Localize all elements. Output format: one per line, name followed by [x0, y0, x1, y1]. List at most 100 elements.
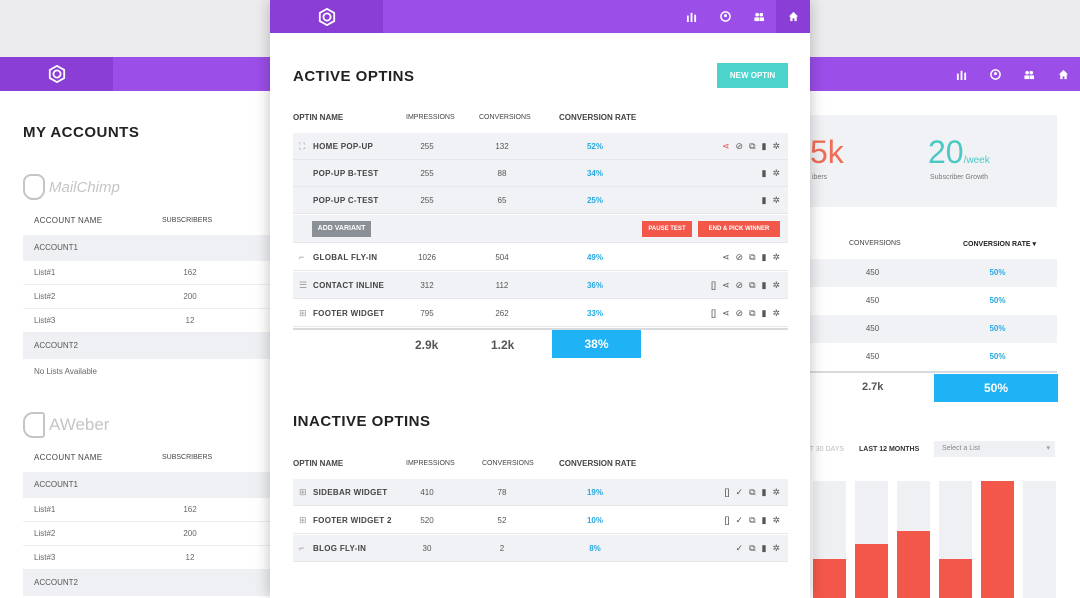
stat-growth-value: 20/week — [928, 134, 990, 170]
gear-icon[interactable]: ✲ — [772, 543, 780, 553]
split-test-icon[interactable]: ⋖ — [721, 308, 730, 318]
account-row[interactable]: ACCOUNT2 — [23, 570, 270, 596]
account-icon — [989, 68, 1001, 80]
duplicate-icon[interactable]: ⧉ — [749, 280, 756, 290]
gear-icon[interactable]: ✲ — [772, 308, 780, 318]
app-logo[interactable] — [0, 57, 113, 91]
split-test-icon[interactable]: ⋖ — [721, 141, 730, 151]
shortcode-icon[interactable]: [] — [724, 515, 730, 525]
optin-row[interactable]: ⊞ FOOTER WIDGET 2 520 52 10% [] ✓ ⧉ ▮ ✲ — [293, 507, 788, 534]
range-30-days[interactable]: ST 30 DAYS — [805, 446, 845, 453]
list-item[interactable]: List#2 200 — [23, 285, 270, 309]
trash-icon[interactable]: ▮ — [761, 487, 767, 497]
nav-account[interactable] — [978, 57, 1012, 91]
gear-icon[interactable]: ✲ — [772, 252, 780, 262]
split-test-icon[interactable]: ⋖ — [721, 280, 730, 290]
variant-actions-row: ADD VARIANT PAUSE TEST END & PICK WINNER — [293, 215, 788, 243]
account-row[interactable]: ACCOUNT1 — [23, 235, 270, 261]
widget-icon: ⊞ — [299, 487, 307, 497]
list-item[interactable]: List#3 12 — [23, 309, 270, 333]
optin-row[interactable]: ⌐ BLOG FLY-IN 30 2 8% ✓ ⧉ ▮ ✲ — [293, 535, 788, 562]
shortcode-icon[interactable]: [] — [710, 308, 716, 318]
disable-icon[interactable]: ⊘ — [735, 141, 744, 151]
new-optin-button[interactable]: NEW OPTIN — [717, 63, 788, 88]
list-item[interactable]: List#1 162 — [23, 498, 270, 522]
disable-icon[interactable]: ⊘ — [735, 308, 744, 318]
table-row: 450 50% — [865, 352, 1006, 361]
enable-check-icon[interactable]: ✓ — [735, 543, 744, 553]
chart-bar — [939, 559, 972, 598]
trash-icon[interactable]: ▮ — [761, 543, 767, 553]
nav-home[interactable] — [1046, 57, 1080, 91]
nav-users[interactable] — [1012, 57, 1046, 91]
end-pick-winner-button[interactable]: END & PICK WINNER — [698, 221, 780, 237]
nav-analytics[interactable] — [944, 57, 978, 91]
fly-in-icon: ⌐ — [299, 252, 305, 262]
trash-icon[interactable]: ▮ — [761, 280, 767, 290]
total-conversions: 1.2k — [491, 338, 515, 352]
shortcode-icon[interactable]: [] — [724, 487, 730, 497]
trash-icon[interactable]: ▮ — [761, 515, 767, 525]
split-test-icon[interactable]: ⋖ — [721, 252, 730, 262]
gear-icon[interactable]: ✲ — [772, 141, 780, 151]
empty-list-message: No Lists Available — [34, 367, 97, 376]
duplicate-icon[interactable]: ⧉ — [749, 308, 756, 318]
accounts-title: MY ACCOUNTS — [23, 124, 140, 141]
optin-variant-row[interactable]: POP-UP B-TEST 255 88 34% ▮ ✲ — [293, 160, 788, 187]
optin-row[interactable]: ⊞ FOOTER WIDGET 795 262 33% [] ⋖ ⊘ ⧉ ▮ ✲ — [293, 300, 788, 327]
optin-variant-row[interactable]: POP-UP C-TEST 255 65 25% ▮ ✲ — [293, 187, 788, 214]
enable-check-icon[interactable]: ✓ — [735, 515, 744, 525]
disable-icon[interactable]: ⊘ — [735, 252, 744, 262]
duplicate-icon[interactable]: ⧉ — [749, 487, 756, 497]
trash-icon[interactable]: ▮ — [761, 141, 767, 151]
list-item[interactable]: List#2 200 — [23, 522, 270, 546]
account-row[interactable]: ACCOUNT1 — [23, 472, 270, 498]
optin-row[interactable]: ⊞ SIDEBAR WIDGET 410 78 19% [] ✓ ⧉ ▮ ✲ — [293, 479, 788, 506]
optin-row[interactable]: ☰ CONTACT INLINE 312 112 36% [] ⋖ ⊘ ⧉ ▮ ✲ — [293, 272, 788, 299]
trash-icon[interactable]: ▮ — [761, 168, 767, 178]
list-item[interactable]: List#3 12 — [23, 546, 270, 570]
col-conversion-rate[interactable]: CONVERSION RATE ▾ — [963, 241, 1037, 248]
shortcode-icon[interactable]: [] — [710, 280, 716, 290]
disable-icon[interactable]: ⊘ — [735, 280, 744, 290]
bar-chart-icon — [956, 70, 966, 80]
nav-account[interactable] — [708, 0, 742, 33]
chart-bar — [813, 559, 846, 598]
nav-home[interactable] — [776, 0, 810, 33]
gear-icon[interactable]: ✲ — [772, 515, 780, 525]
list-select[interactable]: Select a List ▾ — [934, 441, 1055, 457]
list-item[interactable]: List#1 162 — [23, 261, 270, 285]
trash-icon[interactable]: ▮ — [761, 308, 767, 318]
app-logo[interactable] — [270, 0, 383, 33]
nav-users[interactable] — [742, 0, 776, 33]
gear-icon[interactable]: ✲ — [772, 487, 780, 497]
duplicate-icon[interactable]: ⧉ — [749, 252, 756, 262]
chart-bar — [981, 481, 1014, 598]
duplicate-icon[interactable]: ⧉ — [749, 141, 756, 151]
optin-row[interactable]: ⌐ GLOBAL FLY-IN 1026 504 49% ⋖ ⊘ ⧉ ▮ ✲ — [293, 244, 788, 271]
inactive-optins-title: INACTIVE OPTINS — [293, 413, 431, 430]
gear-icon[interactable]: ✲ — [772, 280, 780, 290]
enable-check-icon[interactable]: ✓ — [735, 487, 744, 497]
trash-icon[interactable]: ▮ — [761, 252, 767, 262]
aweber-mark-icon — [23, 412, 45, 438]
account-row[interactable]: ACCOUNT2 — [23, 333, 270, 359]
duplicate-icon[interactable]: ⧉ — [749, 543, 756, 553]
nav-analytics[interactable] — [674, 0, 708, 33]
gear-icon[interactable]: ✲ — [772, 168, 780, 178]
duplicate-icon[interactable]: ⧉ — [749, 515, 756, 525]
col-optin-name: OPTIN NAME — [293, 459, 344, 468]
pause-test-button[interactable]: PAUSE TEST — [642, 221, 692, 237]
logo-icon — [318, 7, 335, 26]
col-account-name: ACCOUNT NAME — [34, 216, 103, 225]
popup-icon: ⛶ — [299, 141, 306, 151]
trash-icon[interactable]: ▮ — [761, 195, 767, 205]
widget-icon: ⊞ — [299, 515, 307, 525]
col-conversion-rate: CONVERSION RATE — [559, 113, 637, 122]
gear-icon[interactable]: ✲ — [772, 195, 780, 205]
add-variant-button[interactable]: ADD VARIANT — [312, 221, 371, 237]
optin-row[interactable]: ⛶ HOME POP-UP 255 132 52% ⋖ ⊘ ⧉ ▮ ✲ — [293, 133, 788, 160]
range-12-months[interactable]: LAST 12 MONTHS — [859, 446, 920, 453]
total-conversions: 2.7k — [862, 381, 884, 393]
users-icon — [754, 12, 765, 22]
